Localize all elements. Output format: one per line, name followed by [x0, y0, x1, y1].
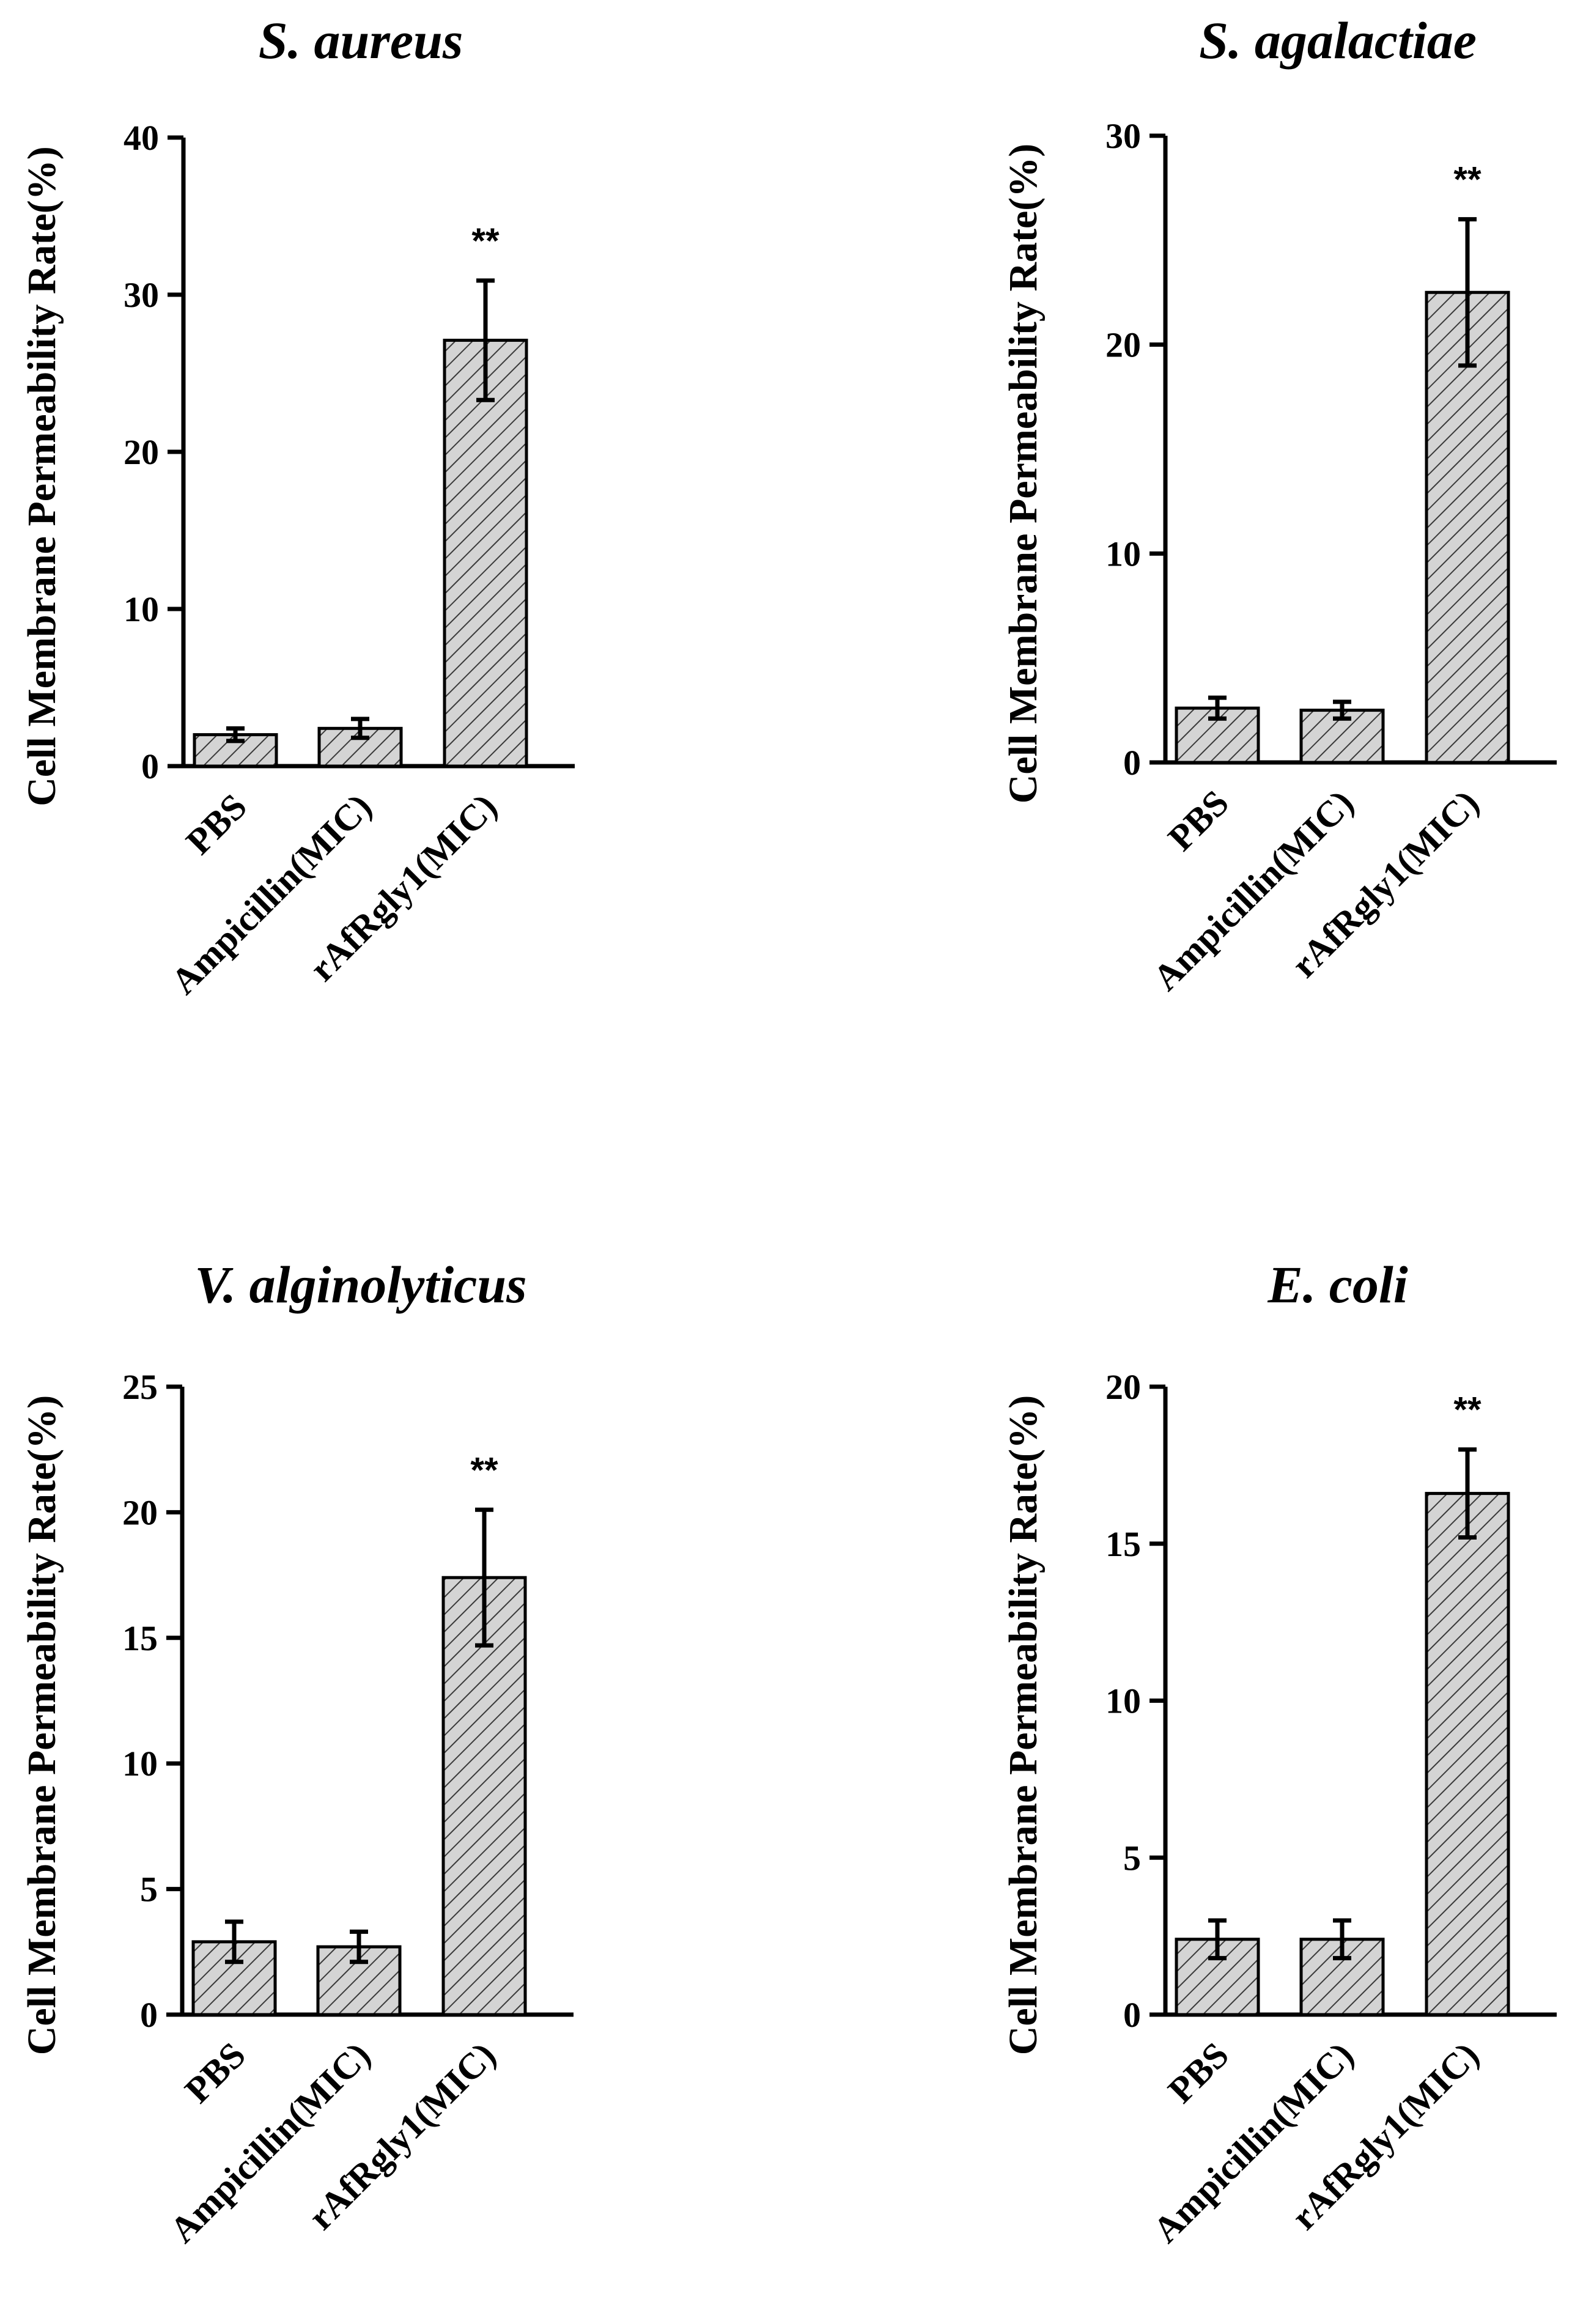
- chart-panel-s-aureus: S. aureus Cell Membrane Permeability Rate…: [20, 11, 575, 1002]
- y-tick-label: 15: [122, 1618, 158, 1658]
- chart-panel-e-coli: E. coli Cell Membrane Permeability Rate(%…: [1001, 1255, 1557, 2251]
- error-bar-rafrgly1-mic: [1458, 1447, 1477, 1540]
- x-category-label: PBS: [179, 786, 254, 862]
- y-axis-label: Cell Membrane Permeability Rate(%): [20, 1395, 64, 2055]
- error-bar-pbs: [1208, 1918, 1227, 1961]
- error-bar-ampicillin-mic: [1333, 1918, 1351, 1961]
- significance-marker: **: [470, 1450, 498, 1490]
- chart-title: E. coli: [1267, 1255, 1408, 1314]
- error-bar-rafrgly1-mic: [1458, 217, 1477, 368]
- y-tick-label: 20: [122, 1492, 158, 1532]
- y-tick-label: 10: [1105, 1681, 1141, 1721]
- y-tick-label: 5: [140, 1870, 158, 1909]
- y-tick-label: 0: [1123, 1995, 1141, 2035]
- y-tick-label: 10: [1105, 534, 1141, 574]
- error-bar-ampicillin-mic: [351, 717, 369, 740]
- y-tick-label: 20: [124, 432, 159, 472]
- x-category-label: PBS: [177, 2035, 253, 2111]
- x-category-label: PBS: [1161, 2035, 1236, 2111]
- y-tick-label: 20: [1105, 1367, 1141, 1407]
- y-axis-label: Cell Membrane Permeability Rate(%): [20, 146, 64, 806]
- y-tick-label: 10: [122, 1744, 158, 1784]
- y-tick-label: 0: [140, 1995, 158, 2035]
- bar-rafrgly1-mic: [1425, 290, 1510, 764]
- chart-title: V. alginolyticus: [194, 1255, 526, 1314]
- error-bar-pbs: [1208, 695, 1227, 721]
- chart-panel-v-alginolyticus: V. alginolyticus Cell Membrane Permeabili…: [20, 1255, 574, 2251]
- error-bar-pbs: [226, 726, 245, 743]
- y-tick-label: 15: [1105, 1524, 1141, 1564]
- y-tick-label: 5: [1123, 1838, 1141, 1878]
- y-axis-label: Cell Membrane Permeability Rate(%): [1001, 144, 1046, 803]
- chart-title: S. aureus: [259, 11, 463, 70]
- significance-marker: **: [1453, 1390, 1482, 1430]
- y-tick-label: 0: [141, 747, 159, 786]
- y-tick-label: 20: [1105, 325, 1141, 365]
- y-tick-label: 10: [124, 589, 159, 629]
- significance-marker: **: [471, 221, 500, 261]
- y-tick-label: 0: [1123, 743, 1141, 783]
- error-bar-rafrgly1-mic: [476, 278, 495, 402]
- y-axis-label: Cell Membrane Permeability Rate(%): [1001, 1395, 1046, 2055]
- chart-title: S. agalactiae: [1199, 11, 1477, 70]
- bar-rafrgly1-mic: [441, 1576, 527, 2016]
- x-category-label: PBS: [1161, 783, 1236, 858]
- y-tick-label: 30: [124, 275, 159, 315]
- error-bar-ampicillin-mic: [350, 1929, 368, 1964]
- error-bar-ampicillin-mic: [1333, 699, 1351, 721]
- bar-rafrgly1-mic: [1425, 1492, 1510, 2016]
- error-bar-rafrgly1-mic: [475, 1507, 493, 1648]
- y-tick-label: 30: [1105, 116, 1141, 156]
- error-bar-pbs: [225, 1919, 243, 1964]
- y-tick-label: 40: [124, 118, 159, 158]
- bar-rafrgly1-mic: [443, 339, 528, 768]
- chart-panel-s-agalactiae: S. agalactiae Cell Membrane Permeability …: [1001, 11, 1557, 998]
- y-tick-label: 25: [122, 1367, 158, 1407]
- significance-marker: **: [1453, 160, 1482, 200]
